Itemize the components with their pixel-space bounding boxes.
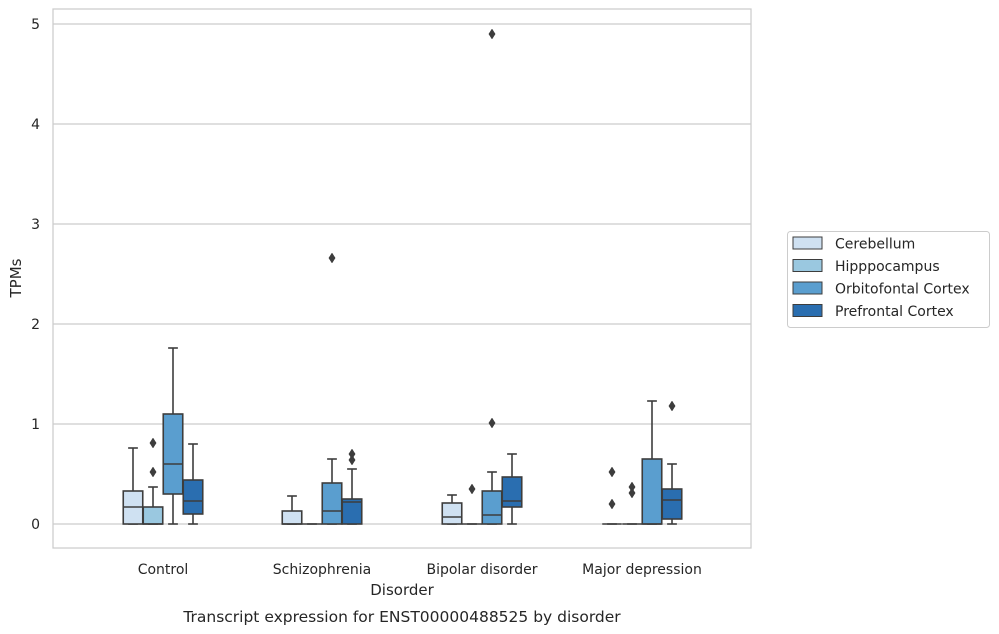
x-axis-ticks: Control Schizophrenia Bipolar disorder Majo… (138, 562, 702, 578)
box-body (481, 490, 503, 525)
y-tick-label: 3 (31, 217, 40, 233)
box-body (441, 502, 463, 525)
box-group (501, 453, 523, 525)
box-group (321, 252, 343, 525)
box-group (122, 447, 144, 525)
legend-swatch (792, 304, 823, 317)
outlier-point (608, 498, 616, 510)
legend-swatch (792, 259, 823, 272)
x-tick-label: Major depression (582, 562, 702, 578)
box-group (142, 437, 164, 525)
y-tick-label: 2 (31, 317, 40, 333)
box-group (661, 400, 683, 525)
x-tick-label: Bipolar disorder (426, 562, 537, 578)
box-marks (122, 28, 683, 525)
x-axis-title: Disorder (370, 581, 434, 599)
box-body (661, 488, 683, 520)
outlier-point (668, 400, 676, 412)
y-tick-label: 4 (31, 117, 40, 133)
legend: Cerebellum Hipppocampus Orbitofontal Corte… (787, 231, 990, 328)
box-group (602, 466, 622, 525)
outlier-point (608, 466, 616, 478)
legend-label: Orbitofontal Cortex (835, 282, 970, 298)
box-group (182, 443, 204, 525)
y-tick-label: 5 (31, 17, 40, 33)
box-group (462, 483, 482, 525)
box-body (641, 458, 663, 525)
box-body (182, 479, 204, 515)
outlier-point (348, 454, 356, 466)
box-group (441, 494, 463, 525)
y-axis-ticks: 0 1 2 3 4 5 (31, 17, 40, 533)
box-body (142, 506, 164, 525)
box-group (622, 481, 642, 525)
legend-label: Hipppocampus (835, 259, 940, 275)
box-body (321, 482, 343, 525)
box-group (162, 347, 184, 525)
legend-swatch (792, 236, 823, 250)
x-tick-label: Schizophrenia (273, 562, 371, 578)
y-tick-label: 0 (31, 517, 40, 533)
legend-frame (787, 231, 990, 328)
chart-caption: Transcript expression for ENST0000048852… (182, 608, 621, 626)
y-tick-label: 1 (31, 417, 40, 433)
outlier-point (628, 487, 636, 499)
outlier-point (149, 437, 157, 449)
box-body (501, 476, 523, 508)
box-body (281, 510, 303, 525)
outlier-point (488, 417, 496, 429)
outlier-point (328, 252, 336, 264)
outlier-point (149, 466, 157, 478)
plot-frame (52, 8, 752, 549)
legend-label: Prefrontal Cortex (835, 304, 954, 320)
legend-label: Cerebellum (835, 237, 915, 253)
outlier-point (468, 483, 476, 495)
legend-swatch (792, 281, 823, 295)
box-group (281, 495, 303, 525)
box-body (162, 413, 184, 495)
y-axis-title: TPMs (7, 258, 25, 298)
box-body (341, 498, 363, 525)
box-group (341, 448, 363, 525)
outlier-point (488, 28, 496, 40)
x-tick-label: Control (138, 562, 189, 578)
